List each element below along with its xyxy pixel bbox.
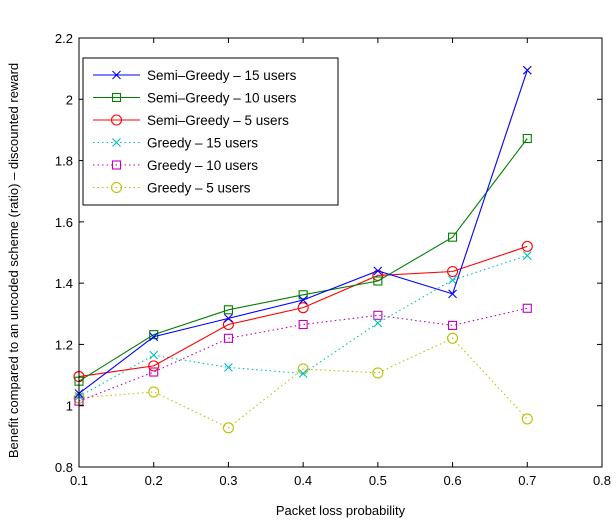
x-tick-label: 0.1 bbox=[70, 473, 88, 488]
data-point-square-marker bbox=[223, 333, 233, 343]
data-point-square-marker bbox=[522, 303, 532, 313]
series-3 bbox=[74, 251, 532, 401]
data-point-square-marker bbox=[149, 330, 159, 340]
series-line bbox=[78, 337, 528, 429]
legend-box bbox=[82, 57, 339, 206]
data-point-circle-marker bbox=[297, 302, 309, 314]
data-point-circle-marker bbox=[148, 386, 160, 398]
y-tick-label: 1.2 bbox=[55, 337, 73, 352]
data-point-x-marker bbox=[298, 295, 308, 305]
data-point-circle-marker bbox=[148, 360, 160, 372]
data-point-circle-marker bbox=[222, 318, 234, 331]
y-tick-label: 1.8 bbox=[55, 154, 73, 169]
data-point-x-marker bbox=[522, 65, 532, 75]
x-tick-label: 0.3 bbox=[219, 473, 237, 488]
data-point-circle-marker bbox=[222, 422, 234, 434]
series-0 bbox=[74, 65, 532, 398]
y-tick-label: 1 bbox=[66, 399, 73, 414]
legend-entry: Semi–Greedy – 10 users bbox=[93, 91, 297, 106]
x-tick-label: 0.8 bbox=[593, 473, 611, 488]
data-point-square-marker bbox=[448, 320, 458, 330]
data-point-circle-marker bbox=[521, 413, 533, 425]
data-point-x-marker bbox=[448, 289, 457, 299]
x-tick-label: 0.2 bbox=[145, 473, 163, 488]
y-tick-label: 0.8 bbox=[55, 460, 73, 475]
legend-entry: Semi–Greedy – 5 users bbox=[93, 113, 289, 128]
legend-label: Semi–Greedy – 15 users bbox=[147, 68, 297, 83]
series-5 bbox=[73, 332, 533, 434]
data-point-square-marker bbox=[111, 92, 122, 103]
y-axis-label: Benefit compared to an uncoded scheme (r… bbox=[6, 63, 21, 458]
axes bbox=[78, 37, 603, 468]
x-tick-label: 0.6 bbox=[444, 473, 462, 488]
axes-box bbox=[78, 37, 603, 468]
y-tick-label: 2.2 bbox=[55, 31, 73, 46]
data-point-square-marker bbox=[373, 276, 383, 286]
legend: Semi–Greedy – 15 users Semi–Greedy – 10 u… bbox=[82, 57, 339, 206]
data-point-square-marker bbox=[298, 290, 308, 300]
data-point-square-marker bbox=[373, 310, 383, 320]
y-tick-label: 1.6 bbox=[55, 215, 73, 230]
legend-label: Greedy – 10 users bbox=[147, 158, 258, 173]
data-point-x-marker bbox=[373, 318, 383, 328]
y-tick-label: 2 bbox=[66, 92, 73, 107]
data-point-x-marker bbox=[224, 363, 233, 372]
data-point-circle-marker bbox=[447, 265, 459, 278]
legend-entry: Semi–Greedy – 15 users bbox=[93, 68, 297, 83]
data-point-circle-marker bbox=[110, 181, 123, 194]
x-axis-label: Packet loss probability bbox=[276, 503, 406, 518]
data-point-square-marker bbox=[149, 367, 159, 377]
data-point-square-marker bbox=[448, 232, 458, 242]
data-point-x-marker bbox=[224, 313, 233, 323]
data-point-square-marker bbox=[223, 305, 233, 315]
data-point-x-marker bbox=[112, 70, 121, 80]
legend-label: Semi–Greedy – 10 users bbox=[147, 91, 297, 106]
x-tick-label: 0.7 bbox=[518, 473, 536, 488]
legend-entry: Greedy – 5 users bbox=[93, 181, 251, 196]
legend-entry: Greedy – 15 users bbox=[93, 136, 258, 151]
data-point-x-marker bbox=[298, 369, 308, 378]
tick-labels: 0.1 0.2 0.3 0.4 0.5 0.6 0.7 0.8 0.8 1 1.2 1.4 1.6 1.8… bbox=[55, 31, 611, 488]
data-point-circle-marker bbox=[521, 240, 533, 252]
series-4 bbox=[74, 303, 532, 406]
data-point-circle-marker bbox=[447, 332, 459, 344]
data-point-square-marker bbox=[111, 160, 122, 170]
x-tick-label: 0.5 bbox=[369, 473, 387, 488]
data-point-square-marker bbox=[298, 319, 308, 330]
data-point-x-marker bbox=[149, 350, 159, 360]
data-point-x-marker bbox=[373, 266, 383, 276]
y-tick-label: 1.4 bbox=[55, 276, 73, 291]
legend-label: Greedy – 15 users bbox=[147, 136, 258, 151]
series-1 bbox=[74, 133, 532, 386]
data-point-x-marker bbox=[522, 251, 532, 260]
data-point-x-marker bbox=[149, 332, 159, 342]
data-point-circle-marker bbox=[110, 114, 123, 126]
x-tick-label: 0.4 bbox=[294, 473, 312, 488]
data-point-x-marker bbox=[448, 275, 457, 285]
legend-label: Semi–Greedy – 5 users bbox=[147, 113, 289, 128]
data-point-circle-marker bbox=[372, 367, 384, 379]
data-point-square-marker bbox=[522, 133, 532, 144]
legend-entry: Greedy – 10 users bbox=[93, 158, 258, 173]
legend-label: Greedy – 5 users bbox=[147, 181, 251, 196]
data-point-x-marker bbox=[112, 138, 121, 147]
series-layer bbox=[73, 65, 533, 434]
series-line bbox=[78, 138, 528, 382]
series-line bbox=[78, 245, 528, 378]
